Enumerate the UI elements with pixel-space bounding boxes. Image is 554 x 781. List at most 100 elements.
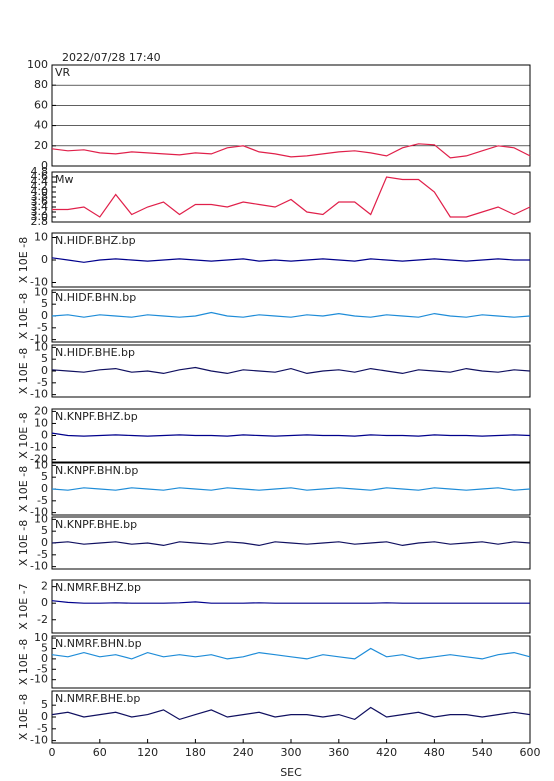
trace-label: N.NMRF.BHZ.bp [55,581,141,594]
y-tick-label: -5 [37,722,48,735]
trace [51,487,531,491]
y-tick-label: 0 [41,253,48,266]
y-tick-label: 20 [34,404,48,417]
y-axis-label: X 10E -8 [17,639,30,685]
y-axis-label: X 10E -8 [17,237,30,283]
y-tick-label: -10 [30,276,48,289]
panel-frame [51,579,531,634]
y-tick-label: -10 [30,560,48,573]
x-tick-label: 420 [376,746,397,759]
trace [51,706,531,721]
y-axis-label: X 10E -8 [17,348,30,394]
trace-label: N.HIDF.BHN.bp [55,291,136,304]
y-tick-label: 0 [41,429,48,442]
y-tick-label: 3.4 [31,200,49,213]
y-tick-label: 4.8 [31,165,49,178]
y-tick-label: -5 [37,548,48,561]
x-tick-label: 600 [520,746,541,759]
y-tick-label: 2.8 [31,215,49,228]
y-axis-label: X 10E -8 [17,412,30,458]
trace [51,311,531,318]
y-tick-label: 5 [41,524,48,537]
y-tick-label: 5 [41,470,48,483]
panel-frame [51,171,531,223]
y-axis-label: X 10E -8 [17,694,30,740]
x-tick-label: 120 [137,746,158,759]
y-axis-label: X 10E -8 [17,293,30,339]
trace [51,143,531,159]
timestamp: 2022/07/28 17:40 [62,51,161,64]
y-tick-label: 0 [41,482,48,495]
trace [51,647,531,660]
y-tick-label: 4.4 [31,175,49,188]
y-tick-label: 10 [34,231,48,244]
x-tick-label: 60 [93,746,107,759]
y-tick-label: 10 [34,512,48,525]
y-tick-label: 0 [41,536,48,549]
y-tick-label: 0 [41,364,48,377]
y-tick-label: -10 [30,734,48,747]
y-tick-label: 100 [27,58,48,71]
y-tick-label: 3.2 [31,205,49,218]
y-tick-label: 0 [41,652,48,665]
x-tick-label: 0 [49,746,56,759]
y-tick-label: 20 [34,139,48,152]
x-tick-label: 480 [424,746,445,759]
y-tick-label: -5 [37,662,48,675]
y-tick-label: 10 [34,631,48,644]
trace [51,600,530,604]
y-tick-label: 80 [34,78,48,91]
y-tick-label: -10 [30,673,48,686]
y-axis-label: X 10E -7 [17,583,30,629]
panel-frame [51,64,531,167]
y-tick-label: -5 [37,494,48,507]
y-tick-label: 3.8 [31,190,49,203]
y-tick-label: 4.6 [31,170,49,183]
trace-label: VR [55,66,71,79]
trace [51,432,531,437]
y-tick-label: 10 [34,340,48,353]
trace-label: N.KNPF.BHN.bp [55,464,138,477]
y-tick-label: 0 [41,710,48,723]
y-axis-label: X 10E -8 [17,520,30,566]
x-axis-label: SEC [280,766,302,779]
x-tick-label: 360 [328,746,349,759]
y-tick-label: -10 [30,506,48,519]
y-tick-label: 0 [41,596,48,609]
y-tick-label: 10 [34,285,48,298]
trace-label: N.HIDF.BHE.bp [55,346,135,359]
y-tick-label: 4.0 [31,185,49,198]
y-tick-label: 40 [34,119,48,132]
y-tick-label: -10 [30,441,48,454]
y-tick-label: -2 [37,613,48,626]
y-tick-label: -10 [30,388,48,401]
y-tick-label: 0 [41,309,48,322]
trace [52,176,531,218]
y-tick-label: 5 [41,641,48,654]
y-tick-label: 3.0 [31,210,49,223]
y-tick-label: -5 [37,376,48,389]
y-tick-label: 5 [41,698,48,711]
trace [51,541,531,547]
x-tick-label: 240 [233,746,254,759]
x-tick-label: 180 [185,746,206,759]
y-tick-label: 10 [34,416,48,429]
y-tick-label: 5 [41,352,48,365]
y-tick-label: 0 [41,159,48,172]
y-tick-label: -20 [30,453,48,466]
y-tick-label: 3.6 [31,195,49,208]
trace-label: N.KNPF.BHZ.bp [55,410,138,423]
trace-label: N.HIDF.BHZ.bp [55,234,136,247]
y-axis-label: X 10E -8 [17,466,30,512]
trace-label: N.KNPF.BHE.bp [55,518,137,531]
y-tick-label: 60 [34,98,48,111]
trace [51,366,531,375]
x-tick-label: 540 [472,746,493,759]
trace-label: N.NMRF.BHN.bp [55,637,142,650]
y-tick-label: -5 [37,321,48,334]
trace [51,257,530,263]
y-tick-label: 4.2 [31,180,49,193]
trace-label: Mw [55,173,74,186]
y-tick-label: 5 [41,297,48,310]
